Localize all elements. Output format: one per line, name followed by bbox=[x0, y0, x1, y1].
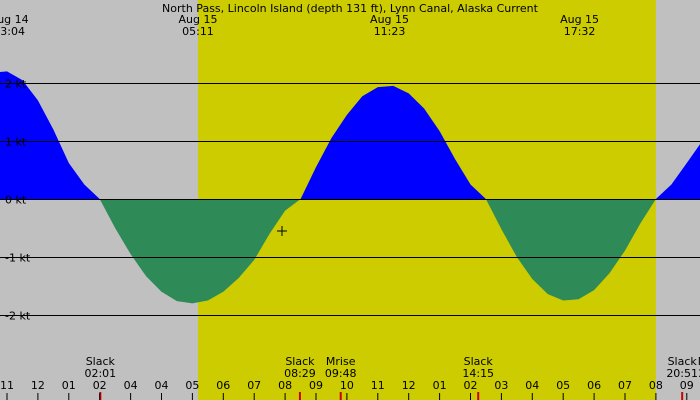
event-time-label: 09:48 bbox=[325, 367, 357, 380]
x-tick-label: 02 bbox=[93, 379, 107, 392]
event-time-label: 11:23 bbox=[374, 25, 406, 38]
x-tick-label: 08 bbox=[649, 379, 663, 392]
y-tick-label: 1 kt bbox=[5, 136, 27, 149]
x-tick-label: 08 bbox=[278, 379, 292, 392]
event-kind-label: Slack bbox=[86, 355, 116, 368]
x-tick-label: 12 bbox=[31, 379, 45, 392]
event-time-label: 21 bbox=[698, 367, 700, 380]
event-kind-label: Slack bbox=[668, 355, 698, 368]
x-tick-label: 04 bbox=[155, 379, 169, 392]
event-kind-label: Slack bbox=[285, 355, 315, 368]
x-tick-label: 10 bbox=[340, 379, 354, 392]
event-kind-label: Slack bbox=[464, 355, 494, 368]
x-tick-label: 06 bbox=[587, 379, 601, 392]
x-tick-label: 05 bbox=[556, 379, 570, 392]
event-time-label: 08:29 bbox=[284, 367, 316, 380]
x-tick-label: 07 bbox=[247, 379, 261, 392]
event-date-label: Aug 15 bbox=[178, 13, 217, 26]
x-tick-label: 07 bbox=[618, 379, 632, 392]
x-tick-label: 11 bbox=[0, 379, 14, 392]
ebb-area bbox=[485, 199, 656, 301]
x-tick-label: 11 bbox=[371, 379, 385, 392]
x-tick-label: 09 bbox=[309, 379, 323, 392]
x-tick-label: 05 bbox=[185, 379, 199, 392]
event-time-label: 05:11 bbox=[182, 25, 214, 38]
y-tick-label: -1 kt bbox=[5, 252, 31, 265]
x-tick-label: 02 bbox=[464, 379, 478, 392]
event-time-label: 20:51 bbox=[666, 367, 698, 380]
event-kind-label: Mrise bbox=[326, 355, 356, 368]
y-tick-label: 0 kt bbox=[5, 194, 27, 207]
event-date-label: Aug 15 bbox=[370, 13, 409, 26]
crosshair-cursor bbox=[277, 226, 287, 236]
event-time-label: 17:32 bbox=[564, 25, 596, 38]
x-tick-label: 01 bbox=[433, 379, 447, 392]
x-tick-label: 04 bbox=[525, 379, 539, 392]
x-tick-label: 09 bbox=[680, 379, 694, 392]
x-tick-label: 04 bbox=[124, 379, 138, 392]
event-time-label: 23:04 bbox=[0, 25, 25, 38]
x-tick-label: 03 bbox=[494, 379, 508, 392]
y-tick-label: 2 kt bbox=[5, 78, 27, 91]
event-time-label: 02:01 bbox=[84, 367, 116, 380]
x-tick-label: 06 bbox=[216, 379, 230, 392]
flood-area bbox=[0, 71, 100, 199]
event-time-label: 14:15 bbox=[462, 367, 494, 380]
flood-area bbox=[300, 85, 486, 199]
event-kind-label: Ms bbox=[698, 355, 700, 368]
y-tick-label: -2 kt bbox=[5, 310, 31, 323]
event-date-label: Aug 14 bbox=[0, 13, 29, 26]
flood-area bbox=[655, 144, 700, 199]
x-tick-label: 12 bbox=[402, 379, 416, 392]
ebb-area bbox=[99, 199, 301, 304]
chart-title: North Pass, Lincoln Island (depth 131 ft… bbox=[162, 2, 539, 15]
x-tick-label: 01 bbox=[62, 379, 76, 392]
event-date-label: Aug 15 bbox=[560, 13, 599, 26]
